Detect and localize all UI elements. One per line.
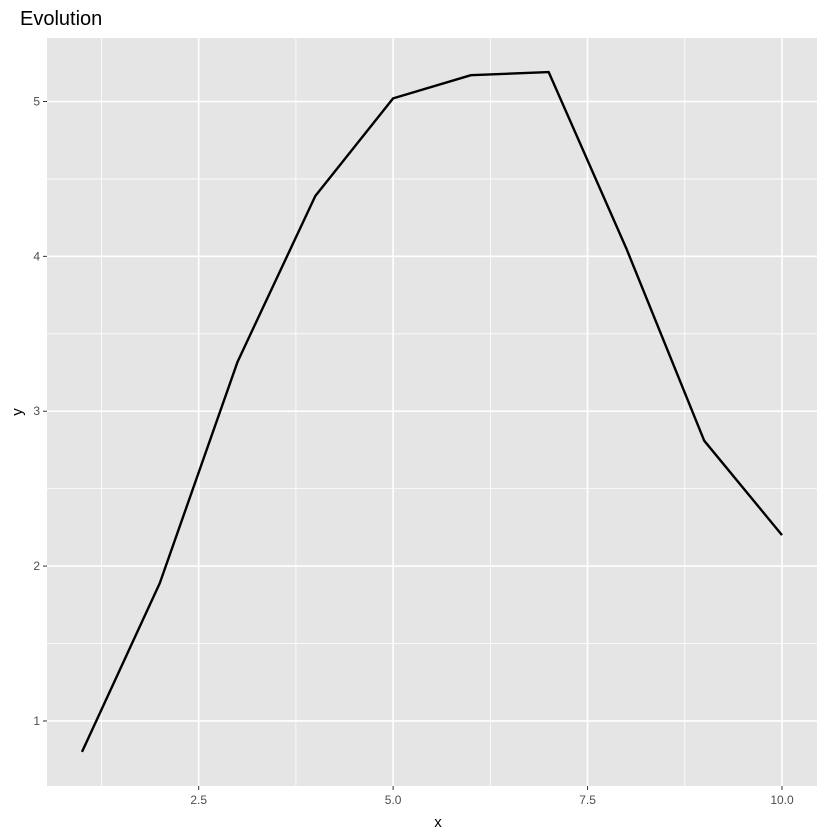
- chart-title: Evolution: [20, 8, 102, 30]
- y-tick-label: 4: [33, 249, 40, 263]
- y-tick-label: 1: [33, 714, 40, 728]
- y-tick-label: 2: [33, 559, 40, 573]
- x-tick-label: 7.5: [579, 793, 596, 807]
- series-layer: [80, 70, 783, 753]
- y-tick-label: 5: [33, 94, 40, 108]
- y-axis-ticks: 1 2 3 4 5: [33, 94, 47, 728]
- x-axis-title: x: [434, 814, 442, 831]
- series-line-1: [80, 70, 783, 753]
- x-tick-label: 10.0: [770, 793, 794, 807]
- x-axis-ticks: 2.5 5.0 7.5 10.0: [190, 786, 794, 807]
- y-tick-label: 3: [33, 404, 40, 418]
- x-tick-label: 2.5: [190, 793, 207, 807]
- y-axis-title: y: [9, 408, 26, 416]
- x-tick-label: 5.0: [385, 793, 402, 807]
